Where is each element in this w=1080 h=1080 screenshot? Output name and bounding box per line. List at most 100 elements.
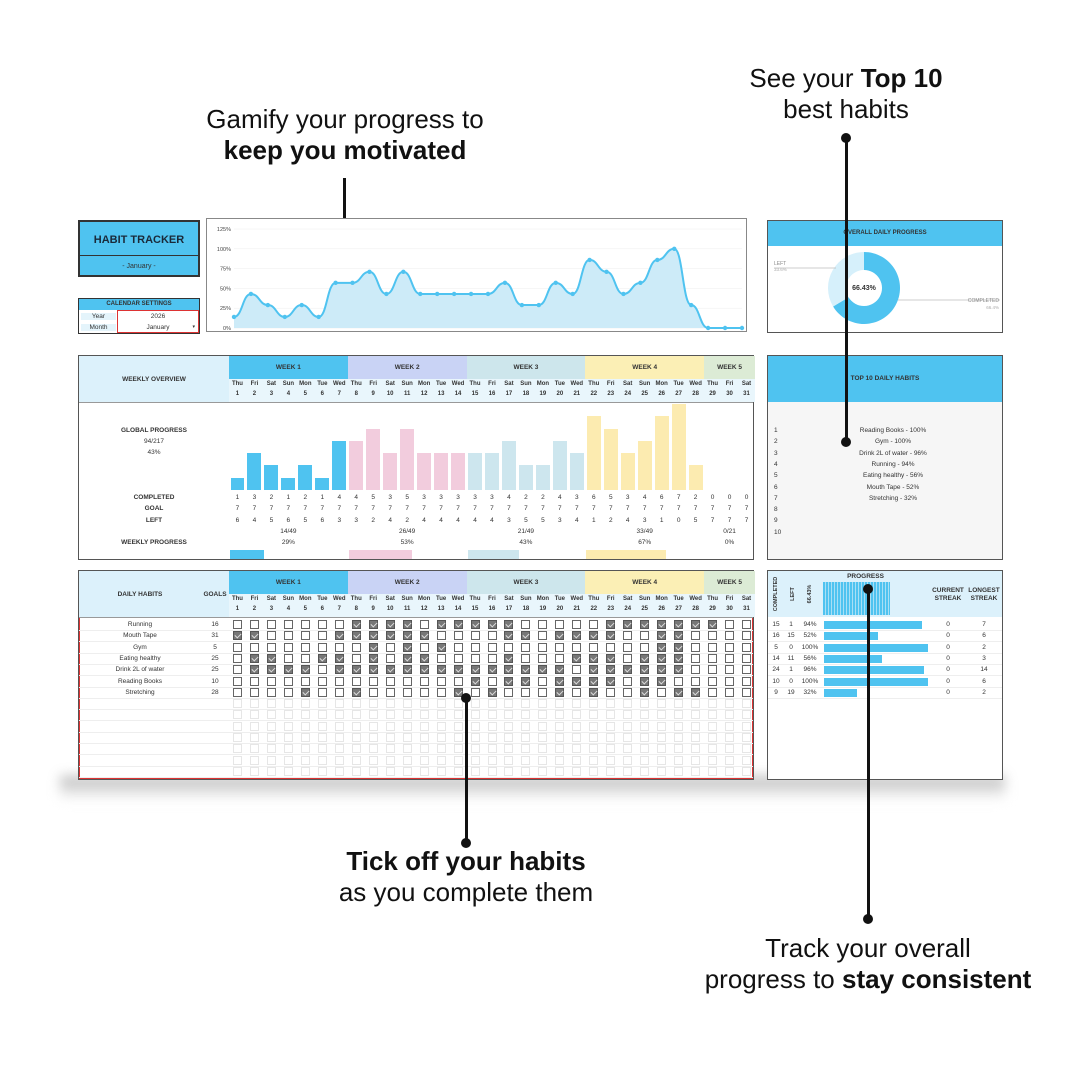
habit-checkbox[interactable] [708,733,718,742]
habit-checkbox[interactable] [402,653,412,663]
habit-checkbox[interactable] [453,744,463,754]
habit-checkbox[interactable] [283,653,293,663]
habit-checkbox[interactable] [640,766,650,776]
habit-checkbox[interactable] [674,687,684,697]
habit-checkbox[interactable] [283,710,293,720]
habit-checkbox[interactable] [419,631,429,641]
habit-checkbox[interactable] [606,699,616,709]
habit-checkbox[interactable] [283,620,293,629]
habit-checkbox[interactable] [589,744,599,754]
habit-checkbox[interactable] [453,710,463,720]
habit-checkbox[interactable] [283,676,293,686]
habit-checkbox[interactable] [521,744,531,754]
habit-checkbox[interactable] [300,755,310,765]
habit-checkbox[interactable] [266,653,276,663]
habit-checkbox[interactable] [504,676,514,686]
chevron-down-icon[interactable]: ▾ [192,324,195,330]
habit-checkbox[interactable] [436,755,446,765]
habit-checkbox[interactable] [385,755,395,765]
habit-checkbox[interactable] [419,766,429,776]
habit-checkbox[interactable] [725,676,735,686]
habit-checkbox[interactable] [606,687,616,697]
habit-checkbox[interactable] [538,631,548,641]
habit-checkbox[interactable] [640,699,650,709]
habit-checkbox[interactable] [504,665,514,675]
habit-checkbox[interactable] [317,766,327,776]
habit-checkbox[interactable] [538,721,548,731]
habit-checkbox[interactable] [283,699,293,709]
habit-checkbox[interactable] [317,620,327,629]
habit-checkbox[interactable] [266,721,276,731]
habit-checkbox[interactable] [402,687,412,697]
habit-checkbox[interactable] [742,710,752,720]
habit-checkbox[interactable] [623,665,633,675]
habit-checkbox[interactable] [436,687,446,697]
habit-checkbox[interactable] [572,620,582,629]
habit-checkbox[interactable] [368,631,378,641]
habit-checkbox[interactable] [419,620,429,629]
habit-checkbox[interactable] [606,733,616,742]
habit-checkbox[interactable] [283,665,293,675]
habit-checkbox[interactable] [334,766,344,776]
habit-checkbox[interactable] [351,755,361,765]
habit-checkbox[interactable] [555,744,565,754]
habit-checkbox[interactable] [555,733,565,742]
habit-checkbox[interactable] [334,676,344,686]
habit-checkbox[interactable] [470,744,480,754]
habit-checkbox[interactable] [572,676,582,686]
habit-checkbox[interactable] [470,721,480,731]
habit-checkbox[interactable] [233,733,242,742]
habit-checkbox[interactable] [368,733,378,742]
habit-checkbox[interactable] [691,755,701,765]
habit-checkbox[interactable] [249,631,259,641]
habit-checkbox[interactable] [572,733,582,742]
habit-checkbox[interactable] [470,687,480,697]
habit-checkbox[interactable] [708,676,718,686]
habit-checkbox[interactable] [674,699,684,709]
habit-checkbox[interactable] [283,631,293,641]
habit-checkbox[interactable] [266,755,276,765]
habit-checkbox[interactable] [640,733,650,742]
habit-checkbox[interactable] [504,620,514,629]
habit-checkbox[interactable] [691,631,701,641]
habit-checkbox[interactable] [368,766,378,776]
habit-checkbox[interactable] [470,710,480,720]
habit-checkbox[interactable] [538,665,548,675]
habit-checkbox[interactable] [657,744,667,754]
habit-checkbox[interactable] [504,653,514,663]
habit-checkbox[interactable] [487,699,497,709]
habit-checkbox[interactable] [385,642,395,652]
habit-checkbox[interactable] [402,766,412,776]
habit-checkbox[interactable] [725,710,735,720]
habit-checkbox[interactable] [453,766,463,776]
habit-checkbox[interactable] [538,653,548,663]
habit-checkbox[interactable] [266,676,276,686]
habit-checkbox[interactable] [385,710,395,720]
habit-checkbox[interactable] [266,699,276,709]
habit-checkbox[interactable] [351,676,361,686]
habit-checkbox[interactable] [249,620,259,629]
habit-checkbox[interactable] [674,755,684,765]
habit-checkbox[interactable] [334,699,344,709]
habit-checkbox[interactable] [640,631,650,641]
habit-checkbox[interactable] [657,665,667,675]
habit-checkbox[interactable] [300,642,310,652]
habit-checkbox[interactable] [708,631,718,641]
habit-checkbox[interactable] [606,710,616,720]
habit-checkbox[interactable] [623,687,633,697]
habit-checkbox[interactable] [708,755,718,765]
habit-checkbox[interactable] [572,755,582,765]
habit-checkbox[interactable] [283,744,293,754]
habit-checkbox[interactable] [487,642,497,652]
habit-checkbox[interactable] [742,721,752,731]
habit-checkbox[interactable] [589,653,599,663]
habit-checkbox[interactable] [555,721,565,731]
habit-checkbox[interactable] [385,733,395,742]
habit-name[interactable]: Running [127,621,153,628]
habit-checkbox[interactable] [572,710,582,720]
habit-checkbox[interactable] [402,665,412,675]
habit-checkbox[interactable] [402,631,412,641]
habit-checkbox[interactable] [640,721,650,731]
habit-checkbox[interactable] [657,687,667,697]
habit-checkbox[interactable] [249,733,259,742]
